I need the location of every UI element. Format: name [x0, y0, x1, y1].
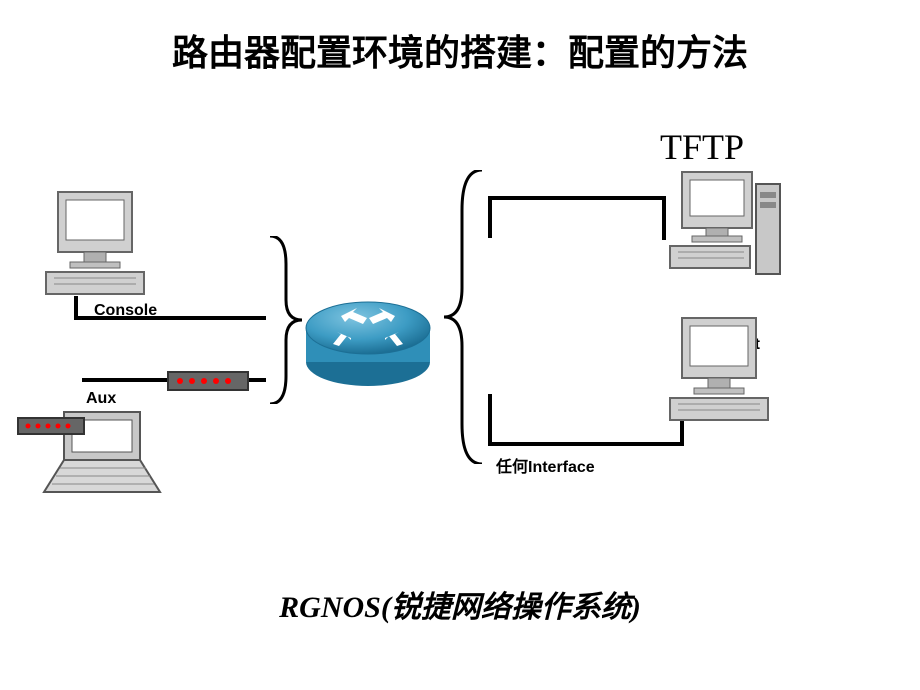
right-brace — [440, 170, 488, 464]
telnet-line-v1 — [488, 394, 492, 446]
modem-small-icon — [16, 414, 86, 440]
tftp-server-icon — [664, 168, 784, 278]
aux-line-1 — [82, 378, 168, 382]
pc-console-icon — [40, 188, 160, 298]
left-brace — [264, 236, 304, 404]
tftp-label: TFTP — [660, 126, 744, 168]
console-line-h — [74, 316, 266, 320]
interface-label: 任何Interface — [496, 453, 595, 477]
page-title: 路由器配置环境的搭建：配置的方法 — [0, 24, 920, 76]
console-line-v — [74, 296, 78, 320]
tftp-line-h — [488, 196, 666, 200]
pc-telnet-icon — [664, 314, 784, 424]
telnet-line-h — [488, 442, 684, 446]
page-subtitle: RGNOS(锐捷网络操作系统) — [0, 582, 920, 626]
router-icon — [303, 290, 433, 390]
tftp-line-v1 — [488, 196, 492, 238]
modem-left-icon — [166, 366, 250, 396]
